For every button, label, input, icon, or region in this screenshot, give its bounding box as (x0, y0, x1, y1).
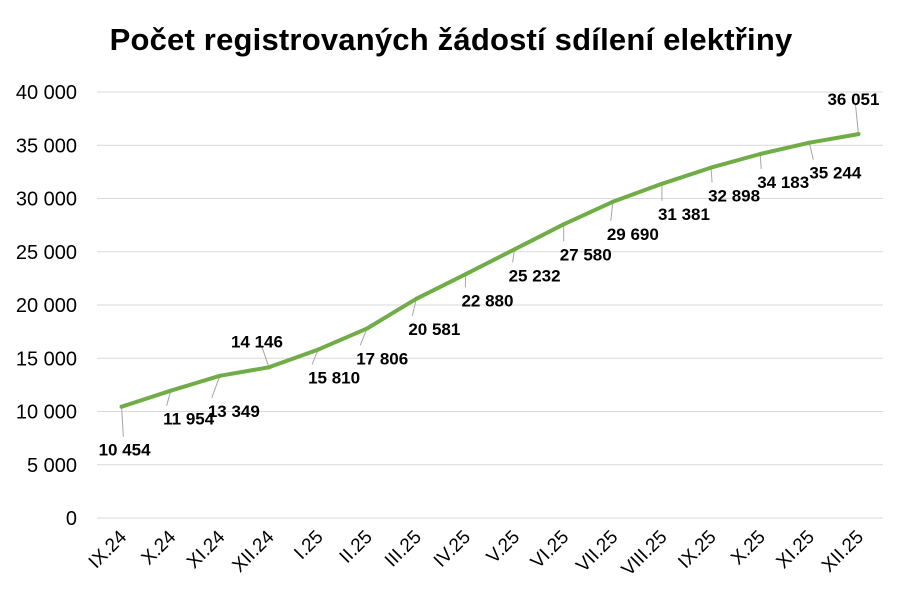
data-points (119, 132, 861, 409)
x-tick-label: IX.24 (85, 526, 132, 573)
data-point (512, 247, 517, 252)
y-axis-ticks: 0 5 000 10 000 15 000 20 000 25 000 30 000 35 0… (16, 82, 77, 530)
data-label: 14 146 (231, 332, 283, 351)
gridlines (97, 91, 883, 519)
x-tick-label: VII.25 (572, 527, 622, 577)
x-tick-label: X.25 (727, 527, 769, 569)
data-label: 17 806 (356, 349, 408, 368)
leader-line (808, 142, 814, 160)
data-label: 27 580 (560, 245, 612, 264)
leader-lines (121, 104, 859, 437)
y-tick-label: 25 000 (16, 242, 77, 264)
y-tick-label: 5 000 (27, 455, 77, 477)
x-tick-label: V.25 (483, 527, 524, 568)
x-tick-label: XII.24 (229, 526, 279, 576)
data-label: 36 051 (827, 90, 879, 109)
y-tick-label: 30 000 (16, 189, 77, 211)
data-label: 35 244 (809, 164, 862, 183)
x-tick-label: IV.25 (430, 527, 475, 572)
y-tick-label: 20 000 (16, 295, 77, 317)
x-tick-label: X.24 (138, 526, 181, 569)
leader-line (710, 167, 713, 183)
x-axis-ticks: IX.24 X.24 XI.24 XII.24 I.25 II.25 III.25 IV.25… (85, 526, 868, 580)
data-point (610, 199, 615, 204)
data-point (414, 296, 419, 301)
leader-line (854, 104, 859, 135)
x-tick-label: VIII.25 (618, 527, 672, 581)
leader-line (121, 406, 124, 437)
y-tick-label: 35 000 (16, 135, 77, 157)
leader-line (211, 375, 221, 399)
data-point (119, 404, 124, 409)
x-tick-label: IX.25 (674, 527, 720, 573)
data-point (709, 165, 714, 170)
y-tick-label: 10 000 (16, 402, 77, 424)
data-point (856, 132, 861, 137)
chart-title: Počet registrovaných žádostí sdílení ele… (109, 22, 793, 57)
data-label: 32 898 (708, 187, 760, 206)
x-tick-label: XI.25 (773, 527, 819, 573)
leader-line (261, 346, 270, 368)
leader-line (166, 390, 172, 406)
data-point (561, 222, 566, 227)
data-point (463, 272, 468, 277)
x-tick-label: I.25 (290, 527, 327, 564)
leader-line (411, 298, 417, 316)
data-point (758, 151, 763, 156)
x-tick-label: VI.25 (527, 527, 573, 573)
y-tick-label: 40 000 (16, 82, 77, 104)
leader-line (311, 349, 319, 365)
data-label: 22 880 (461, 291, 513, 310)
data-point (807, 140, 812, 145)
series-line (119, 132, 861, 409)
x-tick-label: III.25 (381, 527, 426, 572)
data-label: 13 349 (208, 402, 260, 421)
data-point (217, 373, 222, 378)
data-label: 15 810 (308, 369, 360, 388)
leader-line (759, 153, 762, 169)
data-point (168, 388, 173, 393)
data-label: 29 690 (607, 225, 659, 244)
leader-line (359, 328, 368, 346)
data-point (659, 181, 664, 186)
data-label: 25 232 (509, 266, 561, 285)
y-tick-label: 0 (66, 508, 77, 530)
data-point (266, 365, 271, 370)
data-label: 34 183 (757, 173, 809, 192)
data-label: 31 381 (658, 205, 710, 224)
data-label: 20 581 (408, 320, 460, 339)
data-label: 10 454 (99, 441, 152, 460)
x-tick-label: II.25 (336, 527, 377, 568)
data-point (316, 347, 321, 352)
x-tick-label: XII.25 (818, 527, 868, 577)
y-tick-label: 15 000 (16, 348, 77, 370)
leader-line (610, 201, 614, 221)
data-label: 11 954 (163, 410, 215, 429)
data-point (365, 326, 370, 331)
x-tick-label: XI.24 (183, 526, 230, 573)
